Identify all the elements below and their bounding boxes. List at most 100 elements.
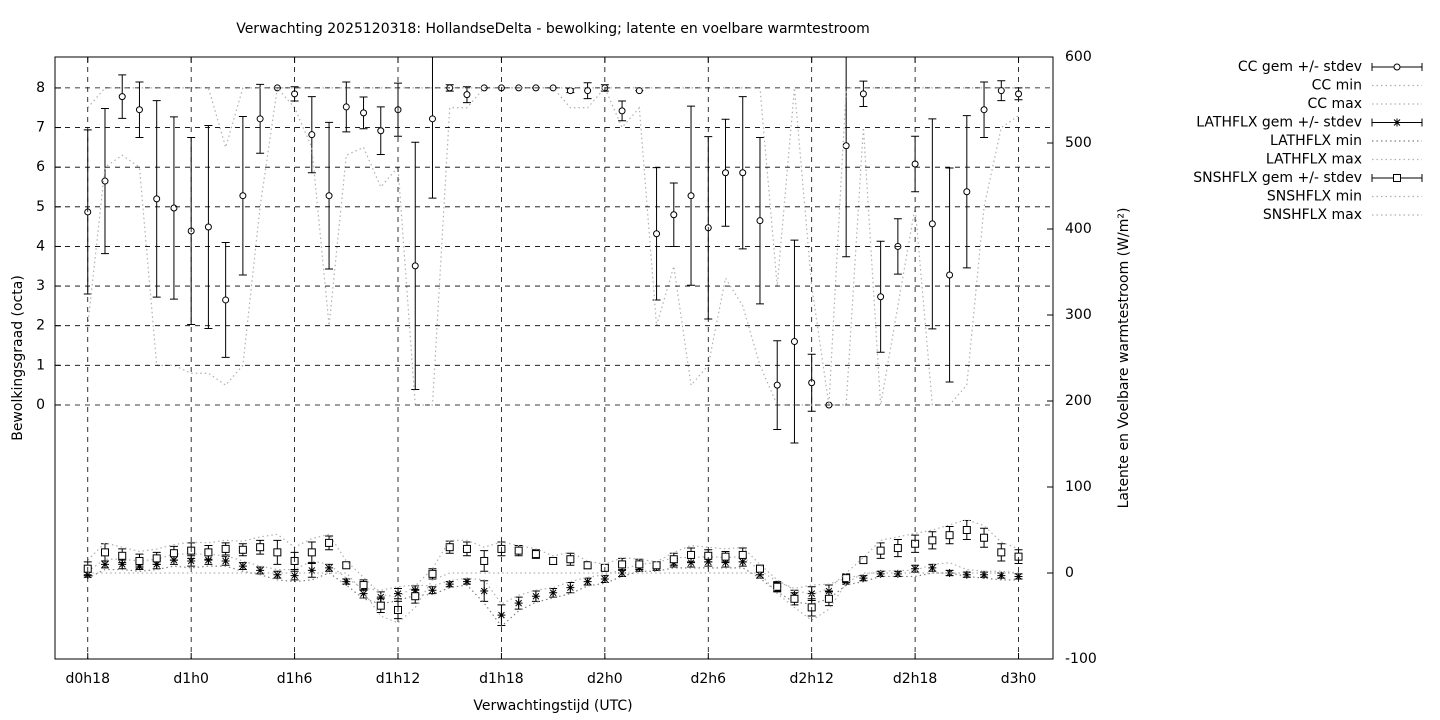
- plot-frame: [54, 56, 1054, 660]
- y2-axis-label: Latente en Voelbare warmtestroom (W/m²): [1116, 208, 1132, 509]
- point: [687, 550, 696, 559]
- point: [445, 543, 454, 552]
- y-tick-label: 5: [36, 199, 45, 215]
- y-tick-label: 2: [36, 318, 45, 334]
- x-tick-label: d2h6: [690, 671, 726, 687]
- point: [893, 569, 902, 578]
- y-tick-label: 6: [36, 159, 45, 175]
- point: [1014, 572, 1023, 581]
- point: [135, 106, 143, 114]
- point: [239, 192, 247, 200]
- y2-tick-label: 0: [1065, 565, 1074, 581]
- point: [876, 546, 885, 555]
- point: [256, 566, 265, 575]
- point: [635, 560, 644, 569]
- legend-symbol: [1393, 118, 1401, 127]
- point: [549, 556, 558, 565]
- y2-tick-label: -100: [1065, 651, 1097, 667]
- point: [342, 561, 351, 570]
- legend-symbol: [1393, 63, 1401, 71]
- series-line: [87, 565, 1019, 628]
- point: [342, 103, 350, 111]
- point: [755, 570, 764, 579]
- point: [928, 220, 936, 228]
- point: [118, 93, 126, 101]
- x-tick-label: d1h18: [479, 671, 523, 687]
- point: [428, 569, 437, 578]
- legend-symbol: [1393, 174, 1401, 182]
- legend-label: SNSHFLX gem +/- stdev: [1193, 170, 1362, 186]
- point: [273, 570, 282, 579]
- point: [807, 589, 816, 598]
- legend-label: LATHFLX gem +/- stdev: [1196, 115, 1362, 131]
- point: [945, 531, 954, 540]
- point: [411, 592, 420, 601]
- point: [463, 91, 471, 99]
- point: [445, 580, 454, 589]
- point: [377, 127, 385, 135]
- legend-label: LATHFLX max: [1266, 152, 1362, 168]
- y2-tick-label: 600: [1065, 49, 1092, 65]
- point: [583, 561, 592, 570]
- point: [962, 526, 971, 534]
- legend-label: CC gem +/- stdev: [1238, 59, 1362, 75]
- point: [204, 548, 213, 557]
- point: [169, 549, 178, 558]
- point: [100, 548, 109, 557]
- point: [307, 548, 316, 557]
- point: [756, 217, 764, 225]
- point: [618, 560, 627, 569]
- point: [928, 563, 937, 572]
- series-line: [87, 572, 1019, 624]
- point: [342, 577, 351, 586]
- point: [462, 544, 471, 553]
- point: [653, 230, 661, 238]
- y-tick-label: 3: [36, 278, 45, 294]
- point: [118, 560, 127, 569]
- point: [738, 550, 747, 559]
- point: [687, 558, 696, 567]
- legend-label: SNSHFLX max: [1263, 207, 1362, 223]
- point: [980, 106, 988, 114]
- point: [222, 296, 230, 304]
- point: [549, 588, 558, 597]
- point: [273, 548, 282, 557]
- point: [376, 601, 385, 610]
- point: [531, 550, 540, 559]
- series-line: [87, 553, 1019, 605]
- point: [428, 586, 437, 595]
- point: [462, 577, 471, 586]
- point: [204, 556, 213, 565]
- point: [394, 589, 403, 598]
- point: [859, 574, 868, 583]
- x-tick-label: d2h0: [587, 671, 623, 687]
- point: [773, 381, 781, 389]
- point: [497, 611, 506, 620]
- x-tick-label: d2h12: [789, 671, 833, 687]
- point: [721, 558, 730, 567]
- point: [307, 566, 316, 575]
- point: [359, 581, 368, 590]
- point: [739, 169, 747, 177]
- point: [669, 555, 678, 564]
- point: [325, 538, 334, 547]
- point: [824, 587, 833, 596]
- point: [842, 574, 851, 583]
- point: [531, 592, 540, 601]
- point: [928, 536, 937, 545]
- point: [359, 589, 368, 598]
- series-line: [87, 87, 1019, 406]
- point: [325, 563, 334, 572]
- point: [773, 582, 782, 591]
- legend-label: LATHFLX min: [1270, 133, 1362, 149]
- x-tick-label: d2h18: [893, 671, 937, 687]
- plot-area: [83, 57, 1023, 628]
- point: [980, 570, 989, 579]
- x-axis-label: Verwachtingstijd (UTC): [473, 698, 632, 714]
- point: [480, 587, 489, 596]
- x-tick-label: d3h0: [1001, 671, 1037, 687]
- point: [204, 223, 212, 231]
- point: [153, 195, 161, 203]
- point: [566, 555, 575, 564]
- y-tick-label: 4: [36, 238, 45, 254]
